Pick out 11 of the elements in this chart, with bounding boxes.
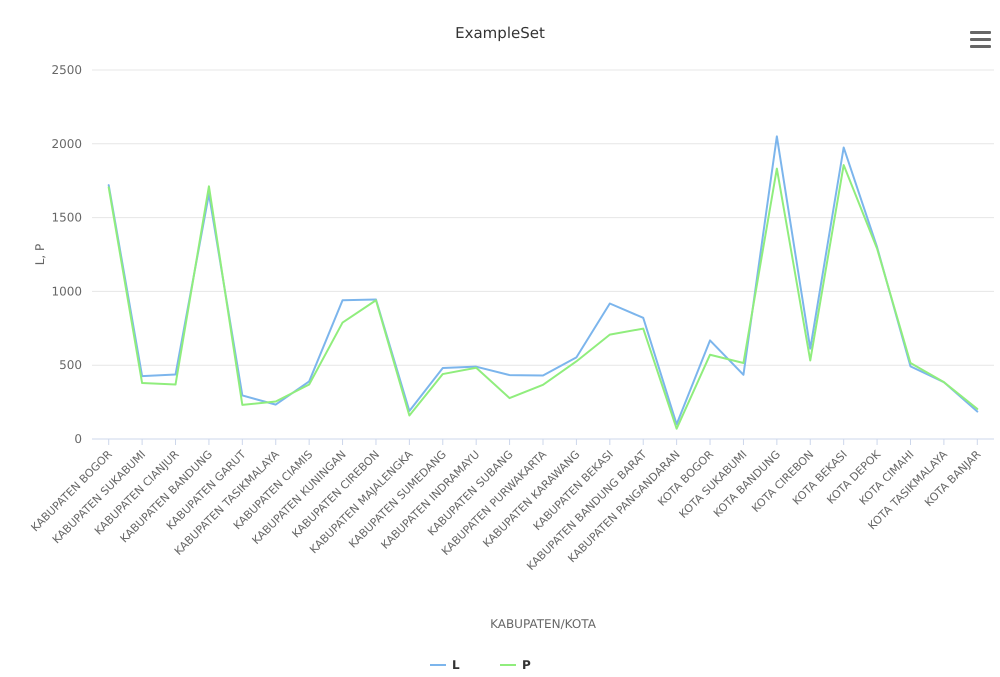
y-tick-label: 1000 [51,284,82,298]
y-tick-label: 1500 [51,210,82,225]
y-tick-label: 2000 [51,136,82,151]
y-axis-title: L, P [33,244,47,266]
y-tick-label: 500 [59,358,82,372]
chart-title: ExampleSet [455,24,545,42]
x-axis-title: KABUPATEN/KOTA [490,617,597,631]
legend-label: L [452,658,460,672]
y-tick-label: 0 [74,432,82,446]
y-tick-label: 2500 [51,63,82,77]
legend-label: P [522,658,531,672]
